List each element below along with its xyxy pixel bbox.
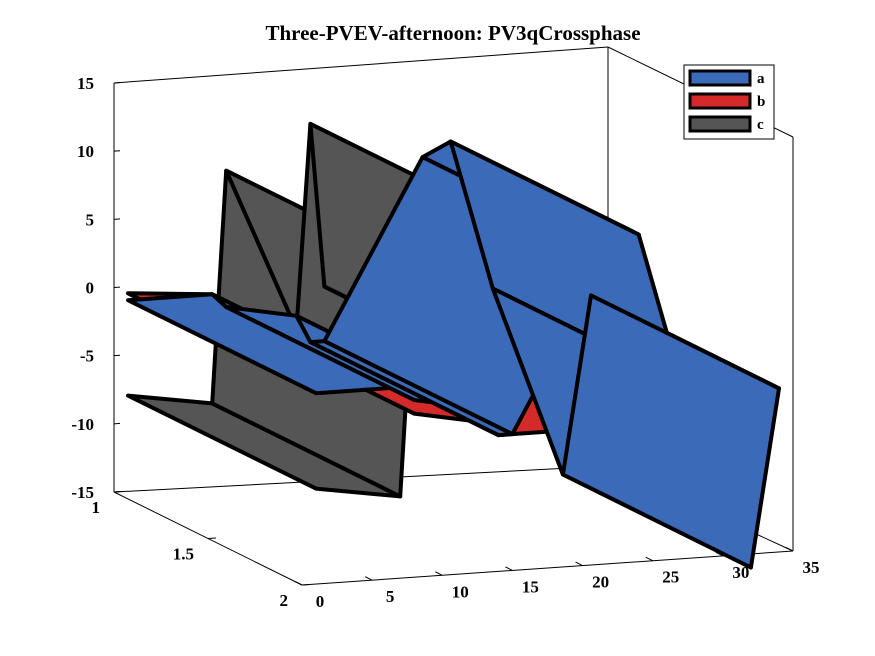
- x-tick-label: 35: [803, 558, 820, 577]
- x-tick-mark: [575, 561, 583, 567]
- axis-ticks: 15 10 5 0 -5 -10 -15 0 5 10 15 20 25 30 35 1 1.5 2: [71, 74, 819, 611]
- z-tick-label: 10: [77, 142, 94, 161]
- x-axis-line: [301, 550, 794, 586]
- x-tick-label: 15: [522, 577, 539, 596]
- surface-series: [126, 121, 781, 570]
- x-tick-mark: [435, 571, 443, 576]
- y-tick-mark: [301, 584, 311, 586]
- z-tick-label: 0: [86, 279, 95, 298]
- x-tick-label: 10: [452, 582, 469, 601]
- z-tick-label: 5: [86, 210, 95, 229]
- x-tick-label: 5: [386, 587, 395, 606]
- series-a-surface: [126, 139, 781, 570]
- z-tick-label: 15: [77, 74, 94, 93]
- x-tick-mark: [294, 581, 303, 586]
- legend-label-a: a: [757, 71, 765, 87]
- legend-swatch-a: [688, 69, 752, 87]
- y-tick-label: 2: [280, 591, 289, 610]
- y-tick-label: 1: [92, 498, 101, 517]
- z-tick-label: -5: [80, 347, 94, 366]
- legend-swatch-b: [688, 92, 752, 110]
- legend-swatch-c: [688, 115, 752, 133]
- y-tick-label: 1.5: [173, 545, 194, 564]
- legend: abc: [683, 64, 775, 140]
- surface-patch-a: [560, 293, 781, 570]
- chart-title: Three-PVEV-afternoon: PV3qCrossphase: [265, 21, 640, 45]
- x-tick-label: 25: [662, 568, 679, 587]
- z-tick-label: -10: [71, 415, 94, 434]
- x-tick-label: 0: [316, 592, 325, 611]
- x-tick-label: 30: [732, 563, 749, 582]
- y-tick-mark: [207, 537, 217, 539]
- x-tick-mark: [364, 576, 373, 581]
- legend-label-c: c: [757, 117, 764, 133]
- axis-back-top-edge: [113, 46, 609, 84]
- z-tick-label: -15: [71, 483, 94, 502]
- legend-label-b: b: [757, 94, 765, 110]
- y-tick-mark: [113, 491, 123, 493]
- x-tick-mark: [645, 556, 653, 562]
- x-tick-mark: [505, 566, 513, 571]
- x-tick-mark: [785, 547, 794, 552]
- x-tick-label: 20: [592, 573, 609, 592]
